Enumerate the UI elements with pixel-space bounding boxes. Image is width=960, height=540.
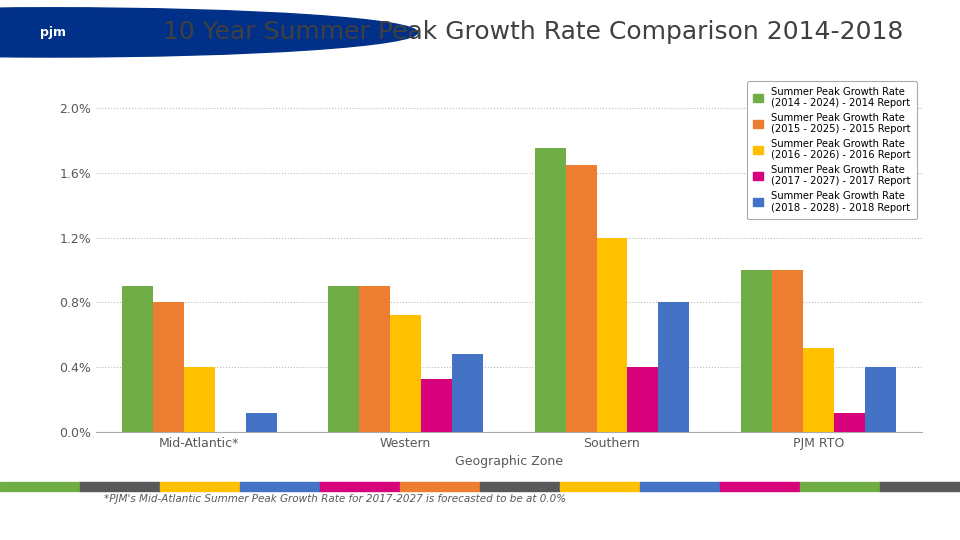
Text: *PJM's Mid-Atlantic Summer Peak Growth Rate for 2017-2027 is forecasted to be at: *PJM's Mid-Atlantic Summer Peak Growth R… (105, 495, 566, 504)
Text: www.pjm.com: www.pjm.com (29, 511, 117, 525)
Bar (834, 413, 865, 432)
Bar (628, 367, 659, 432)
Bar (390, 315, 421, 432)
Bar (183, 367, 215, 432)
Bar (720, 482, 800, 491)
Bar (328, 286, 359, 432)
Text: pjm: pjm (39, 26, 66, 39)
Bar (596, 238, 628, 432)
Bar (772, 270, 803, 432)
Bar (0, 482, 80, 491)
Text: 10 Year Summer Peak Growth Rate Comparison 2014-2018: 10 Year Summer Peak Growth Rate Comparis… (163, 21, 903, 44)
Bar (565, 165, 596, 432)
Bar (865, 367, 896, 432)
Circle shape (0, 8, 418, 57)
Bar (240, 482, 320, 491)
Bar (535, 148, 565, 432)
Bar (803, 348, 834, 432)
Bar (359, 286, 390, 432)
Bar (160, 482, 240, 491)
Bar (741, 270, 772, 432)
Bar (880, 482, 960, 491)
Bar (80, 482, 160, 491)
Text: PJM ©2018: PJM ©2018 (861, 511, 931, 525)
Text: 22: 22 (472, 511, 488, 525)
Bar (480, 482, 560, 491)
Bar (659, 302, 689, 432)
Bar (452, 354, 483, 432)
Bar (640, 482, 720, 491)
X-axis label: Geographic Zone: Geographic Zone (455, 455, 563, 468)
Bar (421, 379, 452, 432)
Bar (320, 482, 400, 491)
Bar (122, 286, 153, 432)
Bar (800, 482, 880, 491)
Bar (246, 413, 276, 432)
Bar (400, 482, 480, 491)
Legend: Summer Peak Growth Rate
(2014 - 2024) - 2014 Report, Summer Peak Growth Rate
(20: Summer Peak Growth Rate (2014 - 2024) - … (747, 80, 917, 219)
Bar (153, 302, 183, 432)
Bar (560, 482, 640, 491)
